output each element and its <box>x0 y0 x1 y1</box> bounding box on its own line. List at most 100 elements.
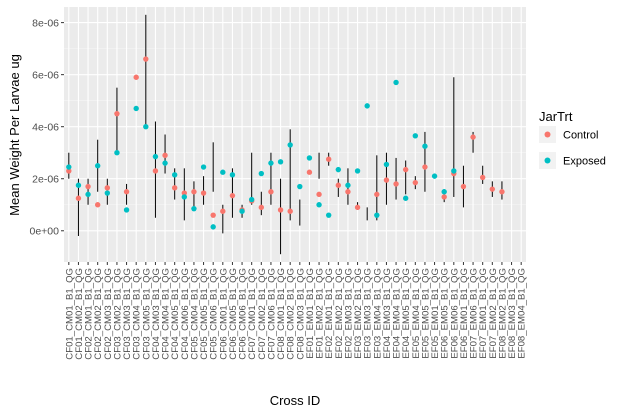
point-exposed <box>239 208 245 214</box>
point-exposed <box>335 166 342 173</box>
point-exposed <box>258 170 265 177</box>
point-exposed <box>143 123 149 130</box>
point-exposed <box>114 150 120 156</box>
x-tick-label: EF05_EM05_B1_QG <box>420 268 431 359</box>
point-exposed <box>364 103 370 109</box>
point-exposed <box>277 159 284 165</box>
point-control <box>66 168 72 174</box>
point-exposed <box>133 105 139 112</box>
x-tick-label: CF04_CM03_B1_QG <box>151 268 162 360</box>
y-axis: 0e+00 2e-06 4e-06 6e-06 8e-06 <box>30 17 64 238</box>
point-exposed <box>451 168 457 174</box>
point-exposed <box>287 142 293 148</box>
x-tick-label: EF01_EM01_B1_QG <box>305 268 316 359</box>
legend: JarTrt Control Exposed <box>539 109 606 169</box>
x-tick-label: CF07_CM06_B1_QG <box>266 268 277 360</box>
point-control <box>94 202 101 208</box>
point-control <box>335 182 342 188</box>
point-exposed <box>85 191 91 198</box>
x-tick-label: CF02_CM01_B1_QG <box>84 268 95 360</box>
point-exposed <box>325 212 332 218</box>
point-control <box>210 212 216 218</box>
point-exposed <box>306 155 313 161</box>
point-control <box>162 152 168 159</box>
point-exposed <box>229 172 236 178</box>
point-exposed <box>181 194 188 200</box>
point-control <box>499 189 505 195</box>
x-tick-label: CF07_CM01_B1_QG <box>247 268 258 360</box>
point-exposed <box>316 202 322 208</box>
x-tick-label: EF02_EM03_B1_QG <box>343 268 354 359</box>
x-tick-label: CF01_CM02_B1_QG <box>74 268 85 360</box>
x-tick-label: CF05_CM05_B1_QG <box>199 268 210 360</box>
point-control <box>114 110 120 117</box>
x-tick-label: EF03_EM04_B1_QG <box>372 268 383 359</box>
point-exposed <box>412 133 419 139</box>
point-control <box>393 181 399 187</box>
x-tick-label: EF06_EM06_B1_QG <box>449 268 460 359</box>
point-exposed <box>345 182 351 188</box>
point-control <box>287 208 293 214</box>
gridlines <box>64 7 526 262</box>
point-control <box>277 207 284 213</box>
x-tick-label: EF05_EM04_B1_QG <box>411 268 422 359</box>
point-exposed <box>171 172 178 178</box>
point-exposed <box>393 79 399 86</box>
point-exposed <box>431 173 438 179</box>
point-control <box>306 169 313 175</box>
x-tick-label: CF03_CM04_B1_QG <box>132 268 143 360</box>
point-control <box>133 74 139 80</box>
point-control <box>325 156 332 162</box>
point-control <box>354 204 361 211</box>
x-tick-label: EF03_EM03_B1_QG <box>363 268 374 359</box>
point-control <box>422 164 428 170</box>
x-tick-label: EF06_EM01_B1_QG <box>459 268 470 359</box>
x-tick-label: CF03_CM02_B1_QG <box>112 268 123 360</box>
point-control <box>441 194 447 200</box>
x-tick-label: CF06_CM01_B1_QG <box>218 268 229 360</box>
point-control <box>489 186 496 192</box>
point-control <box>345 189 351 195</box>
point-exposed <box>200 164 207 170</box>
point-exposed <box>210 224 216 230</box>
data-points <box>66 56 505 230</box>
x-tick-label: EF04_EM03_B1_QG <box>382 268 393 359</box>
y-tick-label: 8e-06 <box>32 17 59 29</box>
point-exposed <box>191 205 197 212</box>
x-tick-label: CF08_CM03_B1_QG <box>295 268 306 360</box>
point-exposed <box>75 182 82 188</box>
x-tick-label: CF05_CM04_B1_QG <box>189 268 200 360</box>
x-axis-title: Cross ID <box>270 393 321 408</box>
x-tick-label: CF03_CM03_B1_QG <box>122 268 133 360</box>
x-tick-label: CF01_CM01_B1_QG <box>64 268 75 360</box>
point-control <box>316 191 322 198</box>
x-tick-label: CF06_CM06_B1_QG <box>238 268 249 360</box>
x-tick-label: EF01_EM02_B1_QG <box>315 268 326 359</box>
point-exposed <box>162 160 168 166</box>
point-control <box>383 177 390 183</box>
point-control <box>479 174 486 181</box>
x-tick-label: EF07_EM02_B1_QG <box>488 268 499 359</box>
x-tick-label: EF06_EM05_B1_QG <box>440 268 451 359</box>
x-tick-label: EF02_EM01_B1_QG <box>324 268 335 359</box>
point-control <box>460 183 467 190</box>
point-control <box>104 185 111 191</box>
x-tick-label: EF05_EM01_B1_QG <box>430 268 441 359</box>
point-control <box>412 179 419 186</box>
legend-label-control: Control <box>563 130 598 142</box>
x-tick-label: EF07_EM06_B1_QG <box>469 268 480 359</box>
x-tick-label: CF04_CM05_B1_QG <box>170 268 181 360</box>
point-control <box>191 189 197 195</box>
point-exposed <box>297 183 303 190</box>
x-tick-label: EF08_EM02_B1_QG <box>497 268 508 359</box>
y-tick-label: 6e-06 <box>32 69 59 81</box>
x-tick-label: EF04_EM04_B1_QG <box>392 268 403 359</box>
point-control <box>220 208 226 214</box>
y-axis-title: Mean Weight Per Larvae ug <box>7 54 22 216</box>
point-exposed <box>374 212 380 218</box>
x-axis: CF01_CM01_B1_QGCF01_CM02_B1_QGCF02_CM01_… <box>64 262 528 360</box>
point-exposed <box>220 169 226 175</box>
plot-panel <box>64 7 526 262</box>
x-tick-label: CF04_CM04_B1_QG <box>161 268 172 360</box>
